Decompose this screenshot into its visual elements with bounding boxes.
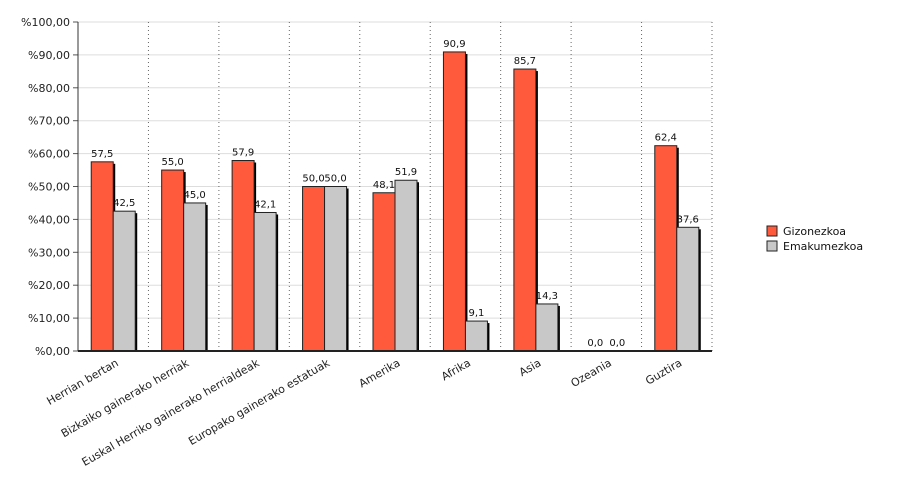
bar-emakumezkoa xyxy=(324,186,348,352)
y-tick-label: %50,00 xyxy=(28,181,70,194)
y-tick-label: %60,00 xyxy=(28,148,70,161)
data-label: 50,0 xyxy=(324,174,346,185)
data-label: 57,9 xyxy=(232,148,254,159)
y-tick-label: %0,00 xyxy=(35,345,70,358)
y-tick-label: %80,00 xyxy=(28,82,70,95)
data-label: 48,1 xyxy=(373,180,395,191)
bar-gizonezkoa xyxy=(442,51,466,352)
data-labels: 57,5 42,5 55,0 45,0 57,9 42,1 50,0 50,0 48,151,9… xyxy=(91,39,699,349)
data-label: 0,0 xyxy=(587,338,603,349)
y-tick-label: %20,00 xyxy=(28,279,70,292)
bar-gizonezkoa xyxy=(161,169,185,352)
y-tick-label: %40,00 xyxy=(28,213,70,226)
data-label: 37,6 xyxy=(677,214,699,225)
y-tick-label: %30,00 xyxy=(28,246,70,259)
bar-emakumezkoa xyxy=(464,320,488,352)
bar-emakumezkoa xyxy=(253,211,277,352)
bar-gizonezkoa xyxy=(372,192,396,352)
y-tick-label: %10,00 xyxy=(28,312,70,325)
bar-gizonezkoa xyxy=(302,186,326,352)
x-tick-label: Guztira xyxy=(643,356,684,387)
bar-gizonezkoa xyxy=(654,145,678,352)
data-label: 57,5 xyxy=(91,149,113,160)
x-tick-label: Bizkaiko gainerako herriak xyxy=(59,356,192,440)
data-label: 90,9 xyxy=(443,39,465,50)
legend-swatch xyxy=(766,240,778,252)
legend-label: Gizonezkoa xyxy=(783,225,846,238)
bar-gizonezkoa xyxy=(513,68,537,352)
y-tick-label: %100,00 xyxy=(21,16,70,29)
bar-gizonezkoa xyxy=(90,161,114,352)
y-axis: %0,00 %10,00 %20,00 %30,00 %40,00 %50,00 %60,0… xyxy=(21,16,79,358)
data-label: 45,0 xyxy=(184,190,206,201)
data-label: 50,0 xyxy=(302,174,324,185)
data-label: 14,3 xyxy=(536,291,558,302)
y-tick-label: %70,00 xyxy=(28,115,70,128)
x-tick-label: Europako gainerako estatuak xyxy=(186,356,332,448)
data-label: 9,1 xyxy=(468,308,484,319)
data-label: 62,4 xyxy=(655,133,677,144)
legend-label: Emakumezkoa xyxy=(783,240,863,253)
bar-gizonezkoa xyxy=(231,160,255,352)
data-label: 85,7 xyxy=(514,56,536,67)
x-tick-label: Amerika xyxy=(357,356,403,390)
x-tick-label: Afrika xyxy=(439,356,473,383)
x-tick-label: Ozeania xyxy=(569,356,614,390)
data-label: 0,0 xyxy=(609,338,625,349)
bar-emakumezkoa xyxy=(535,303,559,352)
legend-swatch xyxy=(766,225,778,237)
data-label: 51,9 xyxy=(395,167,417,178)
legend: Gizonezkoa Emakumezkoa xyxy=(766,225,863,253)
data-label: 42,5 xyxy=(113,198,135,209)
bar-emakumezkoa xyxy=(676,226,700,352)
bar-emakumezkoa xyxy=(394,179,418,352)
data-label: 42,1 xyxy=(254,199,276,210)
bars xyxy=(90,51,701,352)
data-label: 55,0 xyxy=(162,157,184,168)
bar-emakumezkoa xyxy=(112,210,136,352)
bar-emakumezkoa xyxy=(183,202,207,352)
y-tick-label: %90,00 xyxy=(28,49,70,62)
x-tick-label: Asia xyxy=(517,356,543,379)
